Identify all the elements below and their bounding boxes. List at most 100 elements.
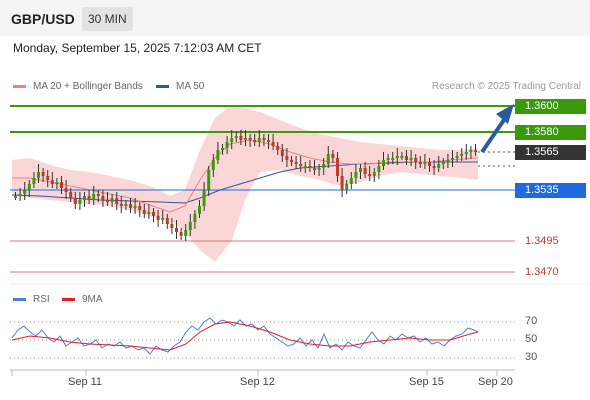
- candle-body: [340, 176, 344, 190]
- candle-body: [308, 166, 312, 168]
- projection-arrow-shaft: [480, 115, 508, 154]
- x-label-sep15: Sep 15: [409, 376, 444, 388]
- candle-body: [395, 156, 399, 158]
- candle-body: [60, 182, 63, 188]
- candle-body: [198, 206, 201, 214]
- candle-body: [207, 170, 211, 190]
- legend-ma50-label: MA 50: [176, 81, 205, 92]
- candle-body: [211, 160, 215, 170]
- rsi-9ma-line: [11, 321, 479, 351]
- candle-body: [464, 152, 468, 154]
- candle-body: [225, 142, 229, 148]
- candle-body: [115, 198, 119, 204]
- candle-body: [267, 140, 270, 142]
- candle-body: [354, 172, 358, 178]
- candle-body: [469, 150, 473, 152]
- legend-ma50: MA 50: [156, 81, 204, 92]
- candle-body: [451, 158, 454, 160]
- candle-body: [179, 232, 183, 236]
- rsi-swatch: [13, 298, 26, 301]
- candle-body: [400, 156, 404, 158]
- candle-body: [87, 196, 91, 200]
- candle-body: [165, 218, 169, 224]
- candle-body: [262, 138, 266, 140]
- candle-body: [423, 162, 427, 164]
- candle-body: [414, 158, 418, 162]
- candle-body: [119, 204, 123, 206]
- candle-body: [64, 188, 68, 192]
- candle-body: [280, 150, 284, 156]
- rsi-tick-30: 30: [525, 351, 538, 363]
- level-label-1-3495: 1.3495: [525, 235, 559, 247]
- x-label-sep12: Sep 12: [240, 376, 275, 388]
- candle-body: [69, 192, 73, 198]
- legend-rsi-label: RSI: [33, 294, 50, 305]
- ma9-swatch: [62, 298, 75, 301]
- candlestick-series: [14, 130, 477, 241]
- candle-body: [455, 156, 459, 158]
- candle-body: [23, 190, 27, 194]
- candle-body: [239, 136, 243, 140]
- candle-body: [188, 222, 192, 230]
- candle-body: [142, 210, 146, 214]
- candle-body: [230, 138, 234, 142]
- candle-body: [437, 164, 441, 168]
- candle-body: [303, 166, 307, 168]
- candle-body: [37, 172, 40, 178]
- timeframe-button[interactable]: 30 MIN: [82, 7, 133, 31]
- candle-body: [78, 200, 82, 204]
- candle-body: [193, 214, 197, 222]
- candle-body: [248, 138, 252, 140]
- candle-body: [234, 136, 238, 138]
- candle-body: [409, 158, 413, 160]
- legend-ma20: MA 20 + Bollinger Bands: [13, 81, 143, 92]
- candle-body: [184, 230, 188, 236]
- candle-body: [46, 176, 50, 180]
- candle-body: [331, 154, 335, 158]
- candle-body: [257, 138, 261, 142]
- candle-body: [55, 182, 59, 184]
- candle-body: [73, 198, 77, 204]
- projection-arrow-head: [496, 104, 514, 124]
- candle-body: [32, 178, 36, 184]
- x-label-sep20: Sep 20: [478, 376, 513, 388]
- x-label-sep11: Sep 11: [68, 376, 103, 388]
- candle-body: [359, 168, 362, 172]
- candle-body: [106, 200, 109, 202]
- candle-body: [428, 162, 431, 166]
- candle-body: [129, 204, 132, 208]
- candle-body: [152, 212, 155, 216]
- candle-body: [124, 204, 128, 206]
- candle-body: [253, 140, 257, 142]
- candle-body: [156, 216, 160, 220]
- candle-body: [290, 160, 293, 162]
- candle-body: [14, 196, 17, 198]
- research-credit: Research © 2025 Trading Central: [431, 81, 581, 92]
- candle-body: [27, 184, 31, 190]
- candle-body: [460, 154, 464, 156]
- candle-body: [299, 164, 303, 166]
- candle-body: [474, 150, 477, 152]
- candle-body: [326, 154, 330, 164]
- candle-body: [382, 160, 385, 166]
- candle-body: [368, 174, 372, 176]
- candle-body: [372, 172, 376, 176]
- level-label-1-3470: 1.3470: [525, 266, 559, 278]
- candle-body: [294, 162, 298, 164]
- candle-body: [313, 168, 316, 170]
- legend-9ma-label: 9MA: [82, 294, 103, 305]
- candle-body: [418, 162, 422, 164]
- candle-body: [441, 162, 445, 164]
- candle-body: [322, 164, 326, 168]
- candle-body: [175, 228, 178, 232]
- candle-body: [138, 206, 142, 210]
- level-label-1-3565: 1.3565: [515, 145, 586, 160]
- candle-body: [405, 156, 408, 160]
- candle-body: [276, 146, 280, 150]
- rsi-tick-50: 50: [525, 333, 538, 345]
- rsi-line: [11, 317, 479, 355]
- candle-body: [386, 158, 390, 160]
- candle-body: [446, 160, 450, 162]
- currency-pair-title: GBP/USD: [11, 11, 75, 27]
